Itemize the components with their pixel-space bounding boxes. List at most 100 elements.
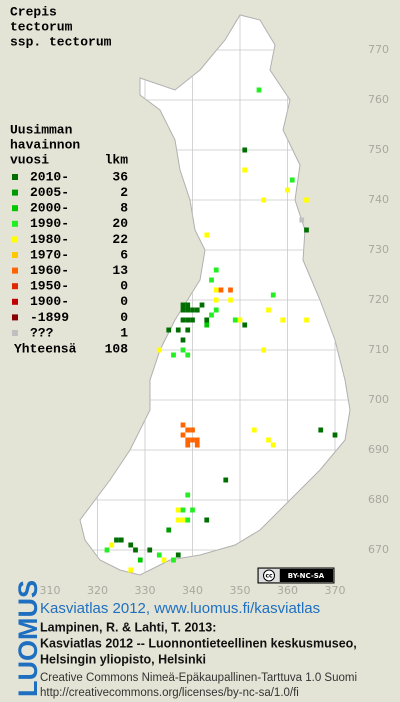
y-tick-label: 700	[368, 393, 389, 406]
legend-count: 1	[120, 325, 128, 340]
observation-square	[209, 312, 214, 318]
observation-square	[228, 297, 233, 303]
license-url[interactable]: http://creativecommons.org/licenses/by-n…	[40, 687, 299, 699]
legend-count: 2	[120, 185, 128, 200]
observation-square	[180, 337, 186, 343]
observation-square	[166, 327, 172, 333]
legend-header: Uusimman	[10, 122, 73, 137]
x-tick-label: 340	[182, 584, 203, 597]
observation-square	[104, 547, 110, 553]
observation-square	[185, 492, 191, 498]
legend-label: 1950-	[30, 279, 69, 294]
observation-square	[285, 187, 290, 193]
y-tick-label: 720	[368, 293, 389, 306]
legend-count: 20	[112, 216, 128, 231]
badge-text: BY-NC-SA	[288, 572, 325, 580]
license-text: Creative Commons Nimeä-Epäkaupallinen-Ta…	[40, 672, 357, 684]
legend-count: 6	[120, 247, 128, 262]
x-tick-label: 360	[277, 584, 298, 597]
legend-label: 1980-	[30, 232, 69, 247]
y-tick-label: 680	[368, 493, 389, 506]
logo: LUOMUS	[13, 580, 43, 697]
observation-square	[180, 517, 186, 523]
observation-square	[190, 427, 195, 433]
observation-square	[213, 297, 219, 303]
observation-square	[156, 552, 162, 558]
observation-square	[114, 537, 119, 543]
x-tick-label: 320	[87, 584, 108, 597]
legend-swatch	[12, 267, 18, 274]
legend-label: 2000-	[30, 201, 69, 216]
license-badge[interactable]: cc BY-NC-SA	[257, 567, 335, 584]
y-tick-label: 760	[368, 93, 389, 106]
legend-count: 0	[120, 294, 128, 309]
observation-square	[204, 322, 210, 328]
observation-square	[266, 437, 271, 443]
observation-square	[304, 227, 309, 233]
observation-square	[190, 437, 195, 443]
legend-label: 1990-	[30, 216, 69, 231]
observation-square	[180, 307, 186, 313]
y-tick-label: 750	[368, 143, 389, 156]
observation-square	[128, 567, 134, 573]
legend-count: 13	[112, 263, 128, 278]
observation-square	[332, 432, 338, 438]
observation-square	[180, 432, 186, 438]
legend-count: 22	[112, 232, 128, 247]
observation-square	[180, 317, 186, 323]
observation-square	[185, 327, 191, 333]
legend-count: 0	[120, 310, 128, 325]
observation-square	[185, 307, 191, 313]
observation-square	[223, 477, 229, 483]
legend-label: -1899	[30, 310, 69, 325]
observation-square	[194, 307, 200, 313]
legend-col-label: vuosi	[10, 152, 49, 167]
observation-square	[161, 557, 167, 563]
observation-square	[171, 352, 176, 358]
species-genus: Crepis	[10, 4, 57, 19]
observation-square	[304, 197, 309, 203]
legend-swatch	[12, 189, 18, 196]
observation-square	[190, 317, 195, 323]
observation-square	[209, 277, 214, 283]
legend-label: 2010-	[30, 169, 69, 184]
observation-square	[118, 537, 124, 543]
observation-square	[199, 302, 205, 308]
y-tick-label: 670	[368, 543, 389, 556]
y-tick-label: 770	[368, 43, 389, 56]
observation-square	[185, 427, 191, 433]
observation-square	[204, 317, 210, 323]
x-tick-label: 330	[135, 584, 156, 597]
observation-square	[256, 87, 262, 93]
legend-swatch	[12, 283, 18, 290]
observation-square	[185, 437, 191, 443]
observation-square	[185, 302, 191, 308]
observation-square	[289, 177, 295, 183]
citation-line: Helsingin yliopisto, Helsinki	[40, 652, 206, 666]
footer-link[interactable]: Kasviatlas 2012, www.luomus.fi/kasviatla…	[40, 600, 320, 617]
observation-square	[237, 317, 243, 323]
y-tick-label: 730	[368, 243, 389, 256]
observation-square	[171, 557, 176, 563]
legend-header: havainnon	[10, 137, 80, 152]
legend-count: 36	[112, 169, 128, 184]
x-tick-label: 310	[40, 584, 61, 597]
y-tick-label: 690	[368, 443, 389, 456]
legend-swatch	[12, 205, 18, 212]
x-tick-label: 350	[230, 584, 251, 597]
observation-square	[251, 427, 257, 433]
observation-square	[133, 547, 138, 553]
badge-circle	[263, 569, 275, 582]
legend-label: 2005-	[30, 185, 69, 200]
observation-square	[242, 167, 248, 173]
observation-square	[228, 287, 233, 293]
observation-square	[242, 322, 248, 328]
observation-square	[213, 287, 219, 293]
observation-square	[180, 507, 186, 513]
legend-count: 0	[120, 279, 128, 294]
legend-swatch	[12, 236, 18, 243]
observation-square	[204, 517, 210, 523]
legend-total-label: Yhteensä	[14, 341, 77, 356]
legend-label: 1970-	[30, 247, 69, 262]
